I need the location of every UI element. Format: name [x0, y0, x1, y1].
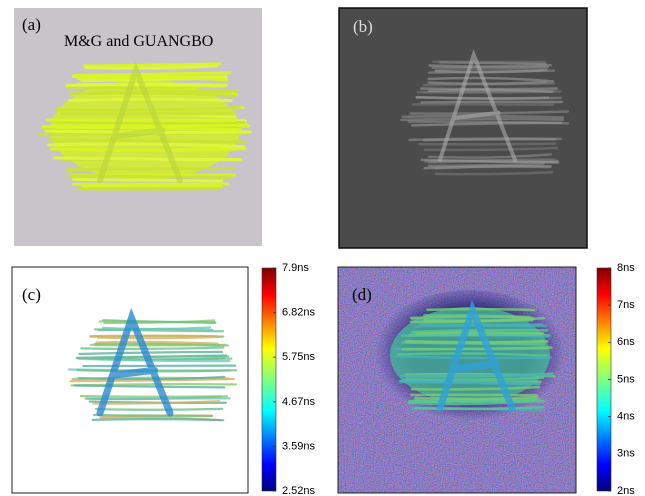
stroke	[55, 158, 241, 160]
colorbar-tick-label: 3ns	[617, 448, 635, 460]
stroke	[83, 186, 221, 187]
stroke	[410, 138, 561, 139]
stroke	[401, 119, 562, 120]
stroke	[94, 415, 212, 416]
colorbar-tick-label: 3.59ns	[282, 441, 316, 453]
stroke	[427, 309, 534, 310]
stroke	[406, 341, 547, 342]
stroke	[411, 395, 536, 396]
stroke	[96, 409, 222, 410]
figure: (a) M&G and GUANGBO (b) (c) (d) 7.9ns 6.8…	[0, 0, 645, 496]
colorbar-tick-label: 8ns	[617, 262, 635, 274]
panel-label: (d)	[352, 285, 372, 304]
stroke	[67, 84, 226, 85]
colorbar-tick-label: 7.9ns	[282, 262, 309, 274]
colorbar-tick-label: 7ns	[617, 299, 635, 311]
stroke	[90, 336, 217, 337]
colorbar-tick-label: 5ns	[617, 373, 635, 385]
panel-b-image	[339, 8, 587, 248]
colorbar-tick-label: 4ns	[617, 411, 635, 423]
colorbar-tick-label: 6ns	[617, 336, 635, 348]
page: (a) M&G and GUANGBO (b) (c) (d) 7.9ns 6.8…	[0, 0, 645, 496]
panel-label: (b)	[353, 17, 373, 36]
panel-label: (c)	[22, 285, 41, 304]
stroke	[51, 149, 245, 151]
stroke	[70, 176, 231, 177]
colorbar-tick-label: 4.67ns	[282, 396, 316, 408]
stroke	[93, 419, 223, 420]
stroke	[419, 144, 555, 145]
stroke	[66, 168, 233, 169]
panel-label: (a)	[22, 15, 41, 34]
colorbar-tick-label: 6.82ns	[282, 307, 316, 319]
stroke	[47, 120, 233, 121]
colorbar-tick-label: 5.75ns	[282, 351, 316, 363]
panel-caption: M&G and GUANGBO	[64, 33, 213, 50]
colorbar-tick-label: 2ns	[617, 485, 635, 496]
colorbar-tick-label: 2.52ns	[282, 485, 316, 496]
colorbar	[262, 268, 276, 491]
stroke	[417, 97, 548, 98]
stroke	[401, 375, 552, 376]
stroke	[410, 334, 542, 335]
stroke	[74, 179, 222, 181]
